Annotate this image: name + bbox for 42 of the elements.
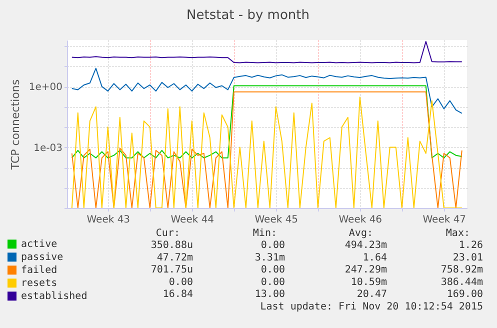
text: 23.01 — [452, 252, 483, 264]
text: 20.47 — [356, 289, 387, 300]
line-series — [71, 85, 462, 158]
legend-label: passive — [21, 252, 64, 264]
text: Last update: Fri Nov 20 10:12:54 2015 — [260, 302, 483, 312]
y-tick-label: 1e+00 — [28, 82, 62, 94]
line-series — [71, 68, 462, 114]
text: 169.00 — [446, 289, 483, 300]
x-tick-label: Week 45 — [254, 214, 298, 226]
text: 3.31m — [254, 252, 285, 264]
line-series — [71, 40, 462, 64]
legend-label: resets — [21, 278, 58, 290]
text: 0.00 — [168, 276, 193, 288]
text: 13.00 — [254, 289, 285, 300]
text: Cur: — [156, 228, 180, 239]
text: Avg: — [348, 228, 373, 239]
text: 10.59m — [350, 276, 387, 288]
text: 350.88u — [150, 240, 193, 251]
y-axis-title: TCP connections — [8, 79, 22, 171]
text: 494.23m — [344, 240, 387, 251]
x-tick-label: Week 47 — [422, 214, 466, 226]
legend-label: active — [21, 239, 58, 250]
y-tick-label: 1e-03 — [34, 142, 62, 154]
text: 247.29m — [344, 264, 387, 276]
x-tick-label: Week 43 — [86, 214, 130, 226]
text: 0.00 — [260, 240, 285, 251]
text: 758.92m — [440, 264, 483, 276]
text: 701.75u — [150, 264, 193, 276]
text: Max: — [446, 228, 470, 239]
x-tick-label: Week 46 — [338, 214, 382, 226]
text: 1.64 — [362, 252, 387, 264]
legend-label: established — [21, 291, 88, 302]
text: Min: — [252, 228, 277, 239]
x-tick-label: Week 44 — [170, 214, 214, 226]
text: 0.00 — [260, 264, 285, 276]
chart-title: Netstat - by month — [186, 8, 310, 23]
text: 16.84 — [162, 289, 193, 300]
legend-label: failed — [21, 265, 58, 276]
text: 386.44m — [440, 276, 483, 288]
text: 0.00 — [260, 276, 285, 288]
text: 47.72m — [156, 252, 193, 264]
text: 1.26 — [458, 240, 483, 251]
